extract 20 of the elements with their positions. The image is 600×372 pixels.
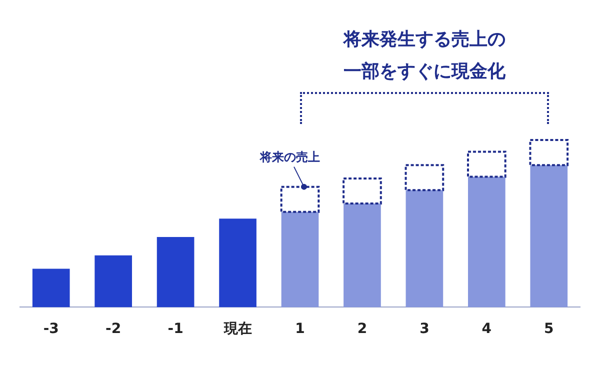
bar — [406, 190, 444, 308]
x-tick-label: -2 — [106, 321, 122, 338]
bar — [32, 268, 70, 308]
bar — [281, 212, 319, 308]
x-tick-label: -1 — [168, 321, 184, 338]
bar — [468, 176, 506, 308]
bar — [94, 255, 132, 308]
x-tick-label: 5 — [544, 321, 554, 338]
x-tick-label: 2 — [357, 321, 368, 338]
bar — [156, 236, 194, 308]
x-tick-label: 4 — [482, 321, 492, 338]
bar — [530, 165, 568, 308]
x-tick-label: -3 — [43, 321, 59, 338]
bar — [219, 218, 256, 308]
chart-title: 将来発生する売上の一部をすぐに現金化 — [342, 28, 506, 84]
x-tick-label: 3 — [420, 321, 430, 338]
x-tick-label: 1 — [295, 321, 305, 338]
x-tick-label: 現在 — [222, 321, 252, 338]
bar — [344, 204, 381, 308]
annotation: 将来の売上 — [259, 150, 320, 164]
